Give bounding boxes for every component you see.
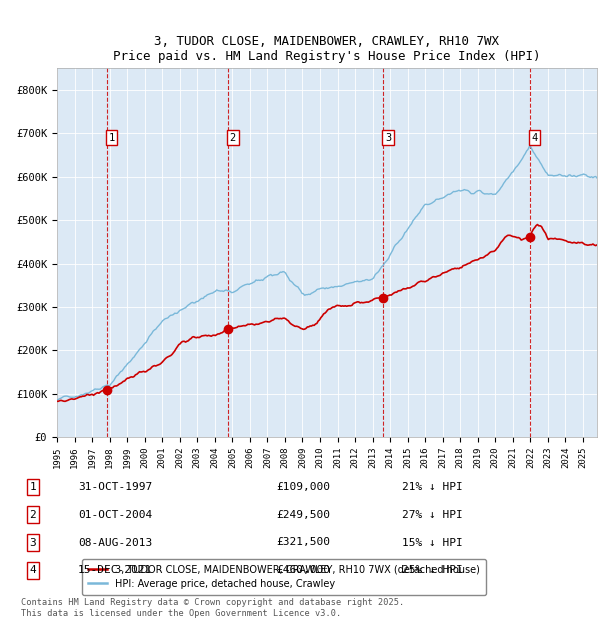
Text: 15-DEC-2021: 15-DEC-2021 — [78, 565, 152, 575]
Legend: 3, TUDOR CLOSE, MAIDENBOWER, CRAWLEY, RH10 7WX (detached house), HPI: Average pr: 3, TUDOR CLOSE, MAIDENBOWER, CRAWLEY, RH… — [82, 559, 485, 595]
Text: 15% ↓ HPI: 15% ↓ HPI — [402, 538, 463, 547]
Text: 3: 3 — [385, 133, 391, 143]
Text: £460,000: £460,000 — [276, 565, 330, 575]
Text: £109,000: £109,000 — [276, 482, 330, 492]
Text: 1: 1 — [109, 133, 115, 143]
Text: 1: 1 — [29, 482, 37, 492]
Text: 27% ↓ HPI: 27% ↓ HPI — [402, 510, 463, 520]
Text: 21% ↓ HPI: 21% ↓ HPI — [402, 482, 463, 492]
Text: 25% ↓ HPI: 25% ↓ HPI — [402, 565, 463, 575]
Text: 4: 4 — [29, 565, 37, 575]
Text: 08-AUG-2013: 08-AUG-2013 — [78, 538, 152, 547]
Text: 3: 3 — [29, 538, 37, 547]
Text: 01-OCT-2004: 01-OCT-2004 — [78, 510, 152, 520]
Text: £249,500: £249,500 — [276, 510, 330, 520]
Text: £321,500: £321,500 — [276, 538, 330, 547]
Text: 4: 4 — [532, 133, 538, 143]
Text: This data is licensed under the Open Government Licence v3.0.: This data is licensed under the Open Gov… — [21, 609, 341, 618]
Text: 31-OCT-1997: 31-OCT-1997 — [78, 482, 152, 492]
Text: Contains HM Land Registry data © Crown copyright and database right 2025.: Contains HM Land Registry data © Crown c… — [21, 598, 404, 607]
Text: 2: 2 — [230, 133, 236, 143]
Title: 3, TUDOR CLOSE, MAIDENBOWER, CRAWLEY, RH10 7WX
Price paid vs. HM Land Registry's: 3, TUDOR CLOSE, MAIDENBOWER, CRAWLEY, RH… — [113, 35, 541, 63]
Text: 2: 2 — [29, 510, 37, 520]
